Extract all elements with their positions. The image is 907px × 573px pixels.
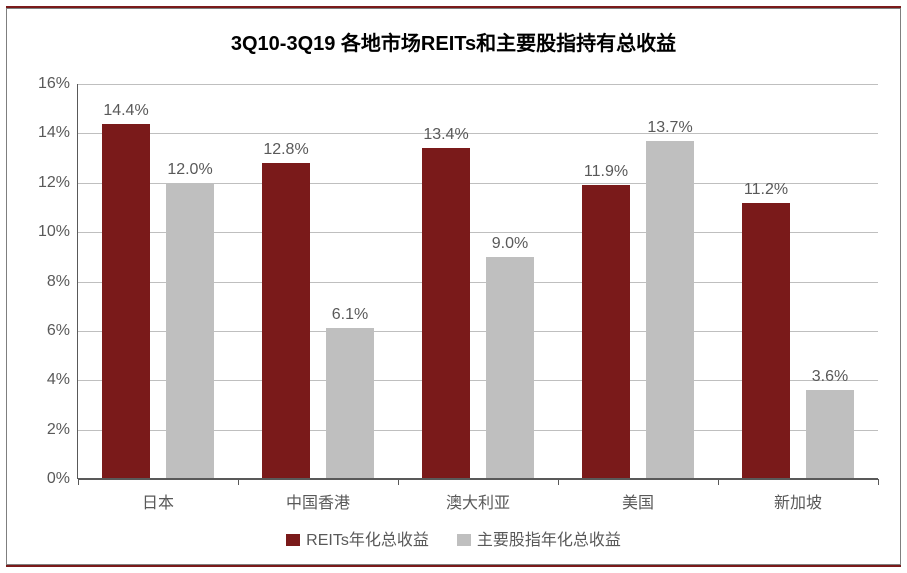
bar-value-label: 6.1% xyxy=(332,306,368,324)
chart-title: 3Q10-3Q19 各地市场REITs和主要股指持有总收益 xyxy=(7,27,900,56)
y-tick-label: 14% xyxy=(38,124,70,142)
bar xyxy=(166,183,214,479)
bar-value-label: 13.7% xyxy=(647,119,692,137)
bar xyxy=(806,390,854,479)
bar-value-label: 13.4% xyxy=(423,126,468,144)
bar xyxy=(326,328,374,479)
legend-swatch xyxy=(457,534,471,546)
bar-value-label: 12.0% xyxy=(167,161,212,179)
bar-value-label: 14.4% xyxy=(103,102,148,120)
x-tick-label: 澳大利亚 xyxy=(446,489,510,513)
legend-label: 主要股指年化总收益 xyxy=(477,532,621,549)
bar xyxy=(102,124,150,480)
legend-item: REITs年化总收益 xyxy=(286,526,429,550)
bar-value-label: 11.2% xyxy=(744,181,788,199)
bottom-rule xyxy=(6,565,901,567)
x-tick-label: 新加坡 xyxy=(774,489,822,513)
bar-value-label: 12.8% xyxy=(263,141,308,159)
chart-panel: 3Q10-3Q19 各地市场REITs和主要股指持有总收益 0% 2% 4% 6% 8%… xyxy=(6,8,901,565)
bar xyxy=(262,163,310,479)
bar-value-label: 3.6% xyxy=(812,368,848,386)
x-tick-label: 中国香港 xyxy=(286,489,350,513)
legend-swatch xyxy=(286,534,300,546)
y-tick-label: 6% xyxy=(47,322,70,340)
x-tick xyxy=(878,479,879,485)
x-tick-label: 美国 xyxy=(622,489,654,513)
bar-value-label: 9.0% xyxy=(492,235,528,253)
x-tick xyxy=(398,479,399,485)
bar xyxy=(742,203,790,480)
chart-plot-area: 0%2%4%6%8%10%12%14%16%日本14.4%12.0%中国香港12… xyxy=(77,84,878,479)
bar xyxy=(486,257,534,479)
y-tick-label: 16% xyxy=(38,75,70,93)
x-tick xyxy=(78,479,79,485)
gridline xyxy=(78,84,878,85)
gridline xyxy=(78,479,878,480)
legend-label: REITs年化总收益 xyxy=(306,532,429,549)
gridline xyxy=(78,133,878,134)
y-tick-label: 2% xyxy=(47,421,70,439)
bar-value-label: 11.9% xyxy=(584,163,628,181)
x-axis xyxy=(78,478,878,479)
x-tick xyxy=(718,479,719,485)
bar xyxy=(646,141,694,479)
bar xyxy=(422,148,470,479)
y-tick-label: 0% xyxy=(47,470,70,488)
x-tick xyxy=(558,479,559,485)
y-tick-label: 12% xyxy=(38,174,70,192)
bar xyxy=(582,185,630,479)
x-tick xyxy=(238,479,239,485)
y-tick-label: 8% xyxy=(47,273,70,291)
x-tick-label: 日本 xyxy=(142,489,174,513)
y-tick-label: 4% xyxy=(47,371,70,389)
y-tick-label: 10% xyxy=(38,223,70,241)
legend: REITs年化总收益 主要股指年化总收益 xyxy=(7,526,900,550)
legend-item: 主要股指年化总收益 xyxy=(457,526,621,550)
